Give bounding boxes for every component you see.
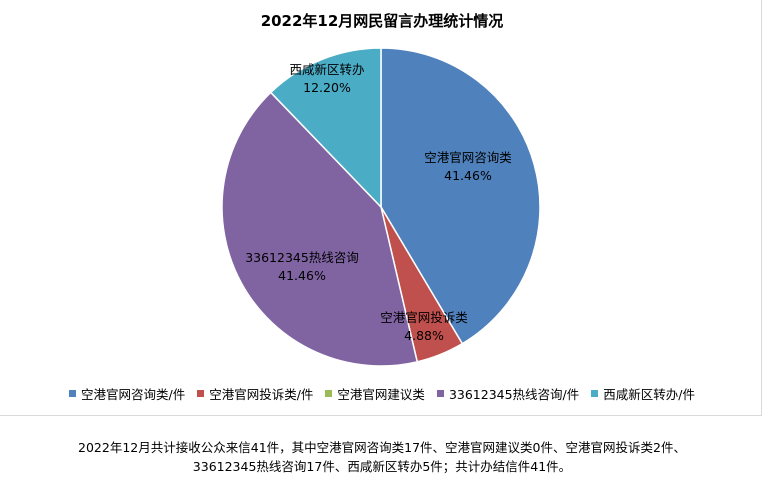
legend-swatch xyxy=(197,390,205,397)
legend-label: 西咸新区转办/件 xyxy=(603,387,695,402)
summary-line-1: 2022年12月共计接收公众来信41件，其中空港官网咨询类17件、空港官网建议类… xyxy=(78,440,686,455)
legend-item-4: 西咸新区转办/件 xyxy=(591,384,695,403)
legend-label: 空港官网咨询类/件 xyxy=(80,387,186,402)
chart-title: 2022年12月网民留言办理统计情况 xyxy=(260,12,504,30)
slice-label-0: 空港官网咨询类 41.46% xyxy=(424,150,512,183)
legend-swatch xyxy=(436,390,444,397)
legend-item-1: 空港官网投诉类/件 xyxy=(197,384,313,403)
chart-frame xyxy=(0,0,762,416)
legend-swatch xyxy=(68,390,76,397)
pie-slice-4 xyxy=(269,47,382,209)
slice-label-3: 33612345热线咨询 41.46% xyxy=(245,250,359,283)
slice-label-1: 空港官网投诉类 4.88% xyxy=(380,310,468,343)
legend-swatch xyxy=(325,390,333,397)
legend-label: 空港官网投诉类/件 xyxy=(209,387,314,402)
chart-legend: 空港官网咨询类/件 空港官网投诉类/件 空港官网建议类 33612345热线咨询/件 西… xyxy=(0,384,764,403)
legend-label: 33612345热线咨询/件 xyxy=(448,387,580,402)
legend-label: 空港官网建议类 xyxy=(337,387,425,402)
pie-chart: 空港官网咨询类 41.46% 空港官网投诉类 4.88% 33612345热线咨询 41.… xyxy=(221,47,541,367)
legend-swatch xyxy=(591,390,599,397)
summary-line-2: 33612345热线咨询17件、西咸新区转办5件；共计办结信件41件。 xyxy=(192,459,572,474)
legend-item-2: 空港官网建议类 xyxy=(325,384,425,403)
slice-label-4: 西咸新区转办 12.20% xyxy=(289,62,364,95)
legend-item-3: 33612345热线咨询/件 xyxy=(436,384,580,403)
summary-note: 2022年12月共计接收公众来信41件，其中空港官网咨询类17件、空港官网建议类… xyxy=(12,438,752,476)
legend-item-0: 空港官网咨询类/件 xyxy=(68,384,186,403)
pie-slice-0 xyxy=(380,47,541,345)
pie-slice-3 xyxy=(221,91,419,367)
